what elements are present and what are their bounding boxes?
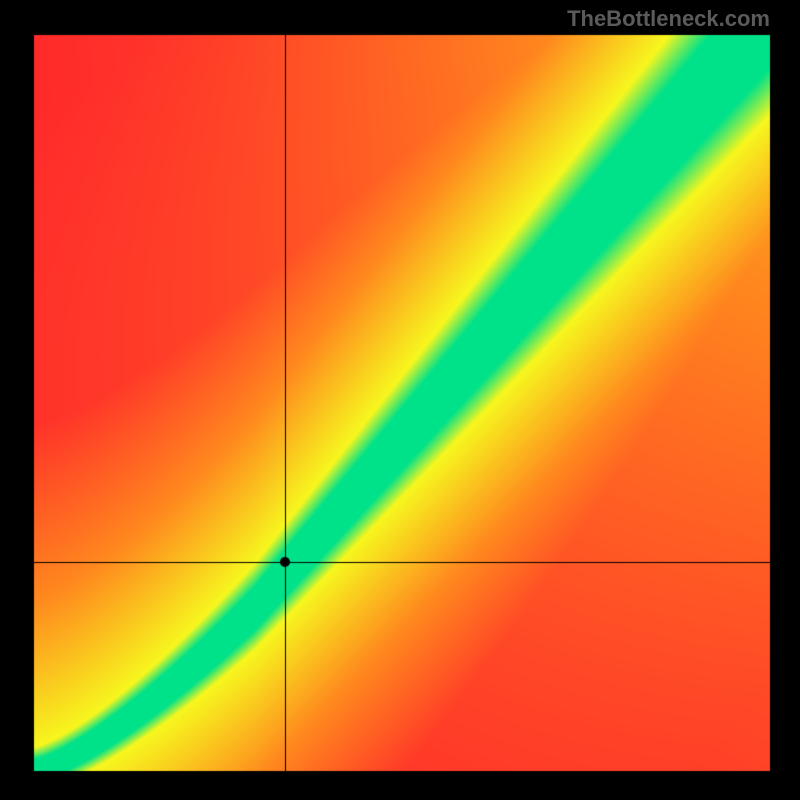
chart-container: TheBottleneck.com bbox=[0, 0, 800, 800]
watermark-text: TheBottleneck.com bbox=[567, 6, 770, 32]
bottleneck-heatmap bbox=[0, 0, 800, 800]
